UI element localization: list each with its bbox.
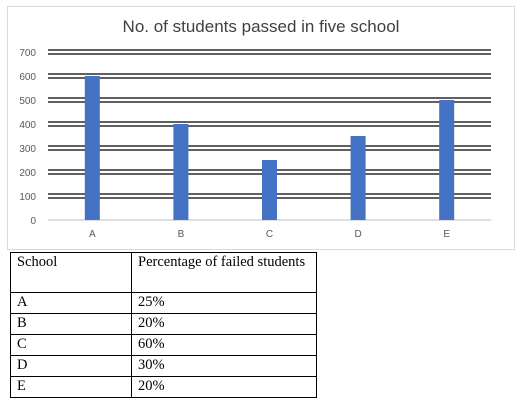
table-cell-school: E xyxy=(10,376,132,398)
y-tick-label: 100 xyxy=(19,192,36,203)
table-header-school: School xyxy=(10,252,132,293)
x-tick-label: B xyxy=(178,229,185,240)
y-tick-label: 500 xyxy=(19,96,36,107)
table-row: B 20% xyxy=(10,313,317,335)
bar-e xyxy=(439,100,455,220)
bar-c xyxy=(262,160,277,220)
y-tick-label: 0 xyxy=(30,216,36,227)
bar-chart: 0 100 200 300 400 500 600 700 A B C D E xyxy=(19,48,491,240)
y-tick-label: 200 xyxy=(19,168,36,179)
table-cell-school: B xyxy=(10,313,132,335)
x-tick-label: E xyxy=(443,229,450,240)
table-cell-school: D xyxy=(10,355,132,377)
table-cell-school: C xyxy=(10,334,132,356)
table-header-percentage: Percentage of failed students xyxy=(131,252,317,293)
table-cell-school: A xyxy=(10,292,132,314)
x-tick-label: C xyxy=(266,229,273,240)
table-cell-percentage: 20% xyxy=(131,313,317,335)
table-row: D 30% xyxy=(10,355,317,377)
failed-percentage-table: School Percentage of failed students A 2… xyxy=(10,252,317,398)
table-row: C 60% xyxy=(10,334,317,356)
table-row: A 25% xyxy=(10,292,317,314)
bar-a xyxy=(84,76,100,220)
table-header-row: School Percentage of failed students xyxy=(10,252,317,293)
bar-d xyxy=(350,136,366,220)
table-cell-percentage: 60% xyxy=(131,334,317,356)
chart-title: No. of students passed in five school xyxy=(122,17,400,36)
x-tick-label: D xyxy=(354,229,361,240)
y-tick-label: 300 xyxy=(19,144,36,155)
bar-b xyxy=(173,124,189,220)
table-cell-percentage: 30% xyxy=(131,355,317,377)
x-tick-label: A xyxy=(89,229,96,240)
y-tick-label: 600 xyxy=(19,72,36,83)
table-cell-percentage: 25% xyxy=(131,292,317,314)
table-cell-percentage: 20% xyxy=(131,376,317,398)
table-row: E 20% xyxy=(10,376,317,398)
y-tick-label: 700 xyxy=(19,48,36,59)
chart-panel: No. of students passed in five school 0 1… xyxy=(7,6,515,250)
y-tick-label: 400 xyxy=(19,120,36,131)
